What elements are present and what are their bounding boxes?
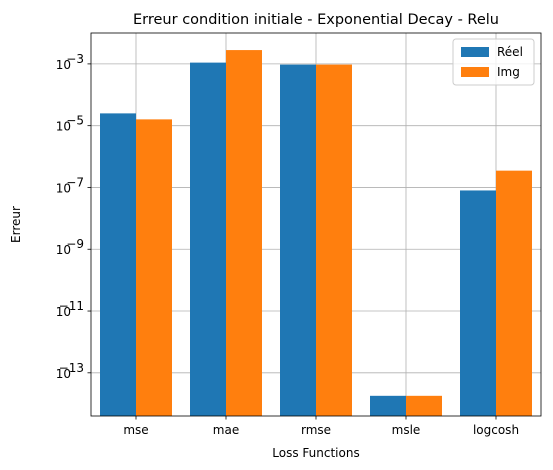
- legend-label: Img: [497, 65, 520, 79]
- y-tick-exponent: −13: [59, 361, 84, 375]
- y-tick-label: 10−9: [56, 237, 84, 257]
- x-tick-label: msle: [392, 423, 421, 437]
- bar-rel-msle: [370, 395, 406, 416]
- bar-img-mse: [136, 119, 172, 416]
- y-tick-base: 10: [56, 305, 71, 319]
- y-tick-base: 10: [56, 181, 71, 195]
- x-tick-label: rmse: [301, 423, 331, 437]
- x-tick-label: logcosh: [473, 423, 519, 437]
- legend-label: Réel: [497, 45, 523, 59]
- y-tick-label: 10−3: [56, 52, 84, 72]
- legend: Réel Img: [452, 38, 535, 86]
- y-tick-exponent: −3: [66, 52, 84, 66]
- y-tick-exponent: −5: [66, 114, 84, 128]
- legend-swatch: [461, 47, 489, 57]
- bar-img-rmse: [316, 64, 352, 417]
- x-axis-label: Loss Functions: [272, 446, 359, 460]
- y-tick-base: 10: [56, 367, 71, 381]
- x-tick-label: mse: [123, 423, 148, 437]
- bar-rel-logcosh: [460, 190, 496, 416]
- y-axis-label: Erreur: [9, 206, 23, 243]
- y-tick-label: 10−13: [56, 361, 84, 381]
- bar-img-msle: [406, 395, 442, 416]
- y-tick-label: 10−11: [56, 299, 84, 319]
- y-tick-exponent: −9: [66, 237, 84, 251]
- x-axis-ticks: mse mae rmse msle logcosh: [123, 416, 519, 437]
- legend-swatch: [461, 67, 489, 77]
- bar-img-mae: [226, 50, 262, 416]
- bar-rel-rmse: [280, 64, 316, 417]
- chart-title: Erreur condition initiale - Exponential …: [133, 12, 499, 28]
- y-tick-base: 10: [56, 243, 71, 257]
- y-tick-exponent: −7: [66, 175, 84, 189]
- y-tick-base: 10: [56, 58, 71, 72]
- y-tick-label: 10−7: [56, 175, 84, 195]
- x-tick-label: mae: [213, 423, 239, 437]
- bar-rel-mae: [190, 62, 226, 416]
- y-tick-base: 10: [56, 120, 71, 134]
- bars-group: [100, 50, 532, 417]
- y-tick-label: 10−5: [56, 114, 84, 134]
- bar-rel-mse: [100, 113, 136, 417]
- y-tick-exponent: −11: [59, 299, 84, 313]
- bar-img-logcosh: [496, 170, 532, 416]
